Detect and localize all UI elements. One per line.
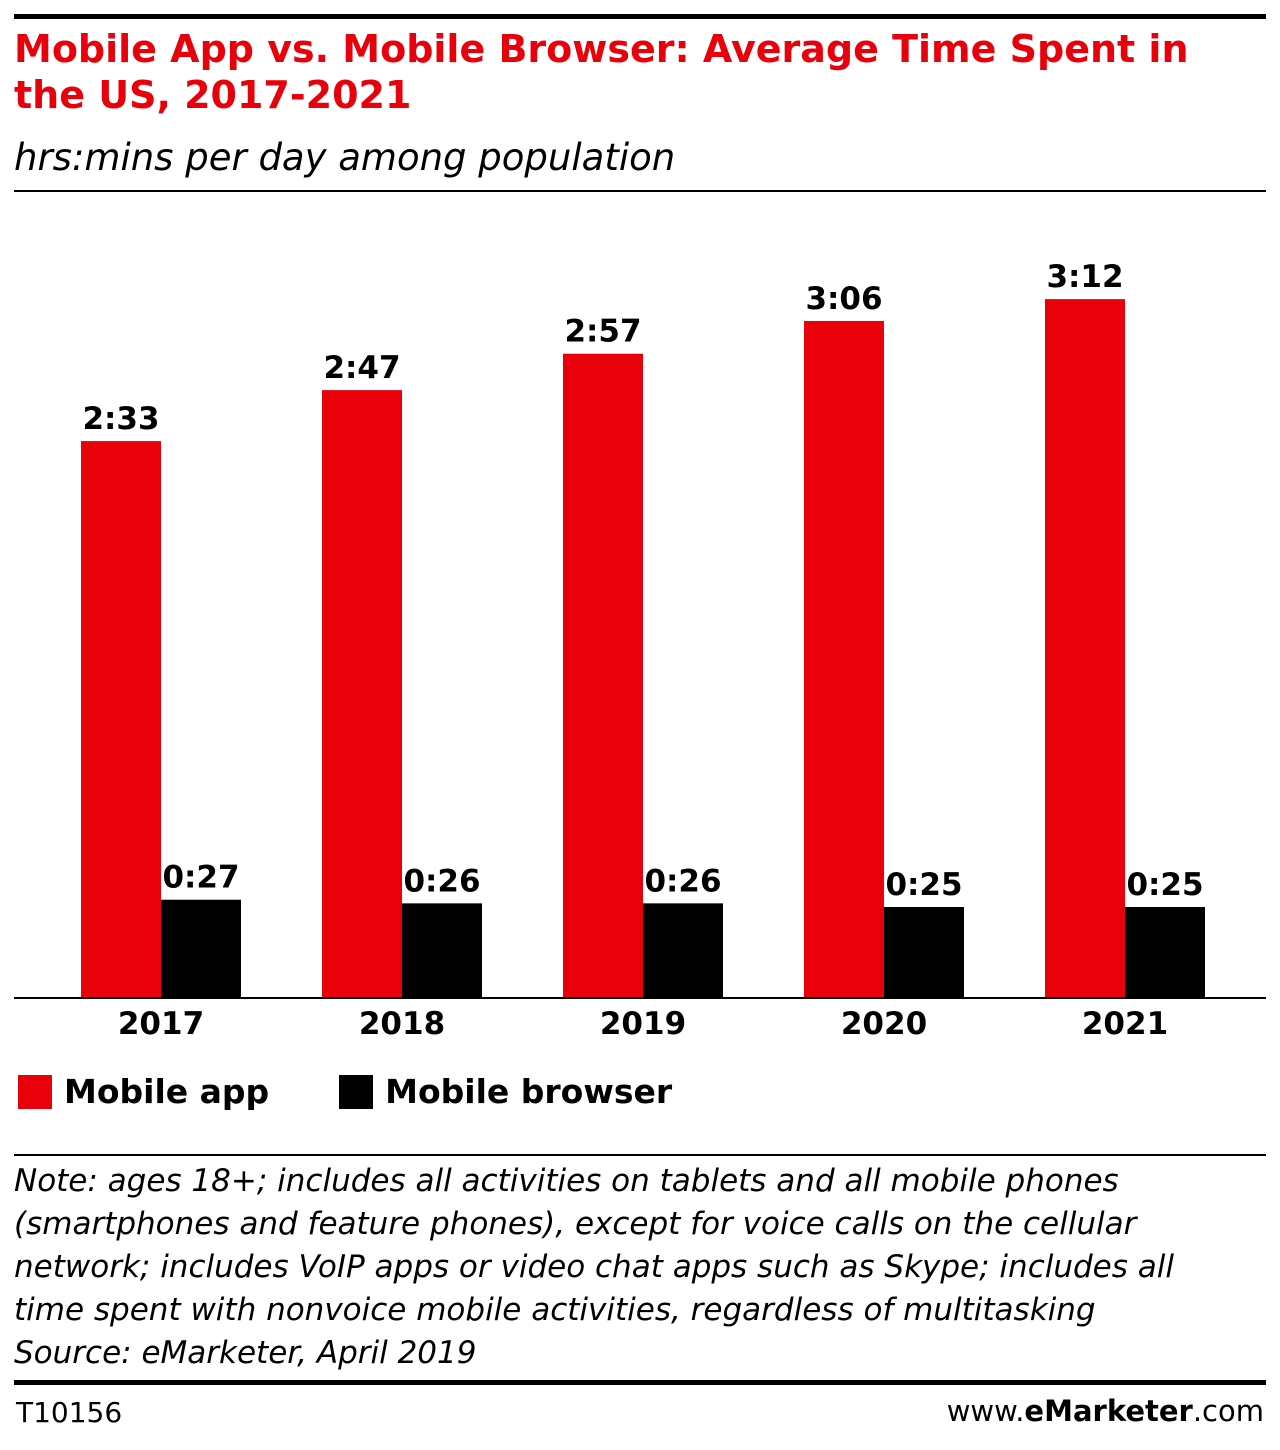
note-line: network; includes VoIP apps or video cha… (14, 1249, 1174, 1285)
brand-link[interactable]: www.eMarketer.com (947, 1394, 1264, 1428)
legend-label-mobile-app: Mobile app (64, 1072, 270, 1111)
data-label-mobile-browser-2021: 0:25 (1126, 867, 1203, 903)
data-label-mobile-browser-2017: 0:27 (162, 860, 239, 896)
chart-id: T10156 (16, 1396, 123, 1429)
legend-item-mobile-browser: Mobile browser (339, 1072, 672, 1111)
x-tick-label-2017: 2017 (118, 1006, 204, 1042)
bar-mobile-browser-2018 (402, 903, 482, 998)
note-line: Note: ages 18+; includes all activities … (14, 1163, 1119, 1199)
subtitle-rule (14, 190, 1266, 192)
legend-swatch-mobile-browser (339, 1074, 374, 1109)
data-label-mobile-browser-2018: 0:26 (403, 863, 480, 899)
top-rule (14, 14, 1266, 19)
data-label-mobile-browser-2020: 0:25 (885, 867, 962, 903)
x-tick-label-2020: 2020 (841, 1006, 927, 1042)
note-rule (14, 1154, 1266, 1156)
brand-prefix: www. (946, 1394, 1025, 1428)
chart-subtitle: hrs:mins per day among population (14, 136, 676, 179)
legend-swatch-mobile-app (18, 1074, 52, 1109)
data-label-mobile-app-2021: 3:12 (1046, 259, 1123, 295)
chart-legend: Mobile app Mobile browser (18, 1072, 742, 1111)
bar-mobile-app-2018 (322, 390, 402, 998)
chart-note: Note: ages 18+; includes all activities … (14, 1160, 1264, 1375)
footer-rule (14, 1380, 1266, 1385)
data-label-mobile-app-2017: 2:33 (82, 401, 159, 437)
bar-mobile-browser-2021 (1125, 907, 1205, 998)
source-line: Source: eMarketer, April 2019 (14, 1335, 477, 1371)
bar-mobile-app-2020 (804, 320, 884, 999)
note-line: (smartphones and feature phones), except… (14, 1206, 1137, 1242)
chart-title: Mobile App vs. Mobile Browser: Average T… (14, 27, 1189, 117)
legend-label-mobile-browser: Mobile browser (385, 1072, 673, 1111)
bar-mobile-app-2019 (563, 353, 643, 999)
data-label-mobile-app-2018: 2:47 (323, 350, 400, 386)
x-tick-label-2018: 2018 (359, 1006, 445, 1042)
x-tick-label-2021: 2021 (1082, 1006, 1168, 1042)
data-label-mobile-app-2020: 3:06 (805, 281, 882, 317)
bar-mobile-browser-2017 (161, 899, 241, 998)
brand-name: eMarketer (1024, 1394, 1193, 1428)
bar-chart: 2:33 0:27 2017 2:47 0:26 2018 2:57 0:26 2019 3:06… (14, 259, 1266, 1042)
note-line: time spent with nonvoice mobile activiti… (14, 1292, 1096, 1328)
data-label-mobile-app-2019: 2:57 (564, 314, 641, 350)
data-label-mobile-browser-2019: 0:26 (644, 863, 721, 899)
bar-mobile-app-2021 (1045, 299, 1125, 998)
brand-suffix: .com (1192, 1394, 1264, 1428)
bar-mobile-browser-2020 (884, 907, 964, 998)
bar-mobile-browser-2019 (643, 903, 723, 998)
bar-mobile-app-2017 (81, 441, 161, 998)
legend-item-mobile-app: Mobile app (18, 1072, 269, 1111)
x-tick-label-2019: 2019 (600, 1006, 686, 1042)
